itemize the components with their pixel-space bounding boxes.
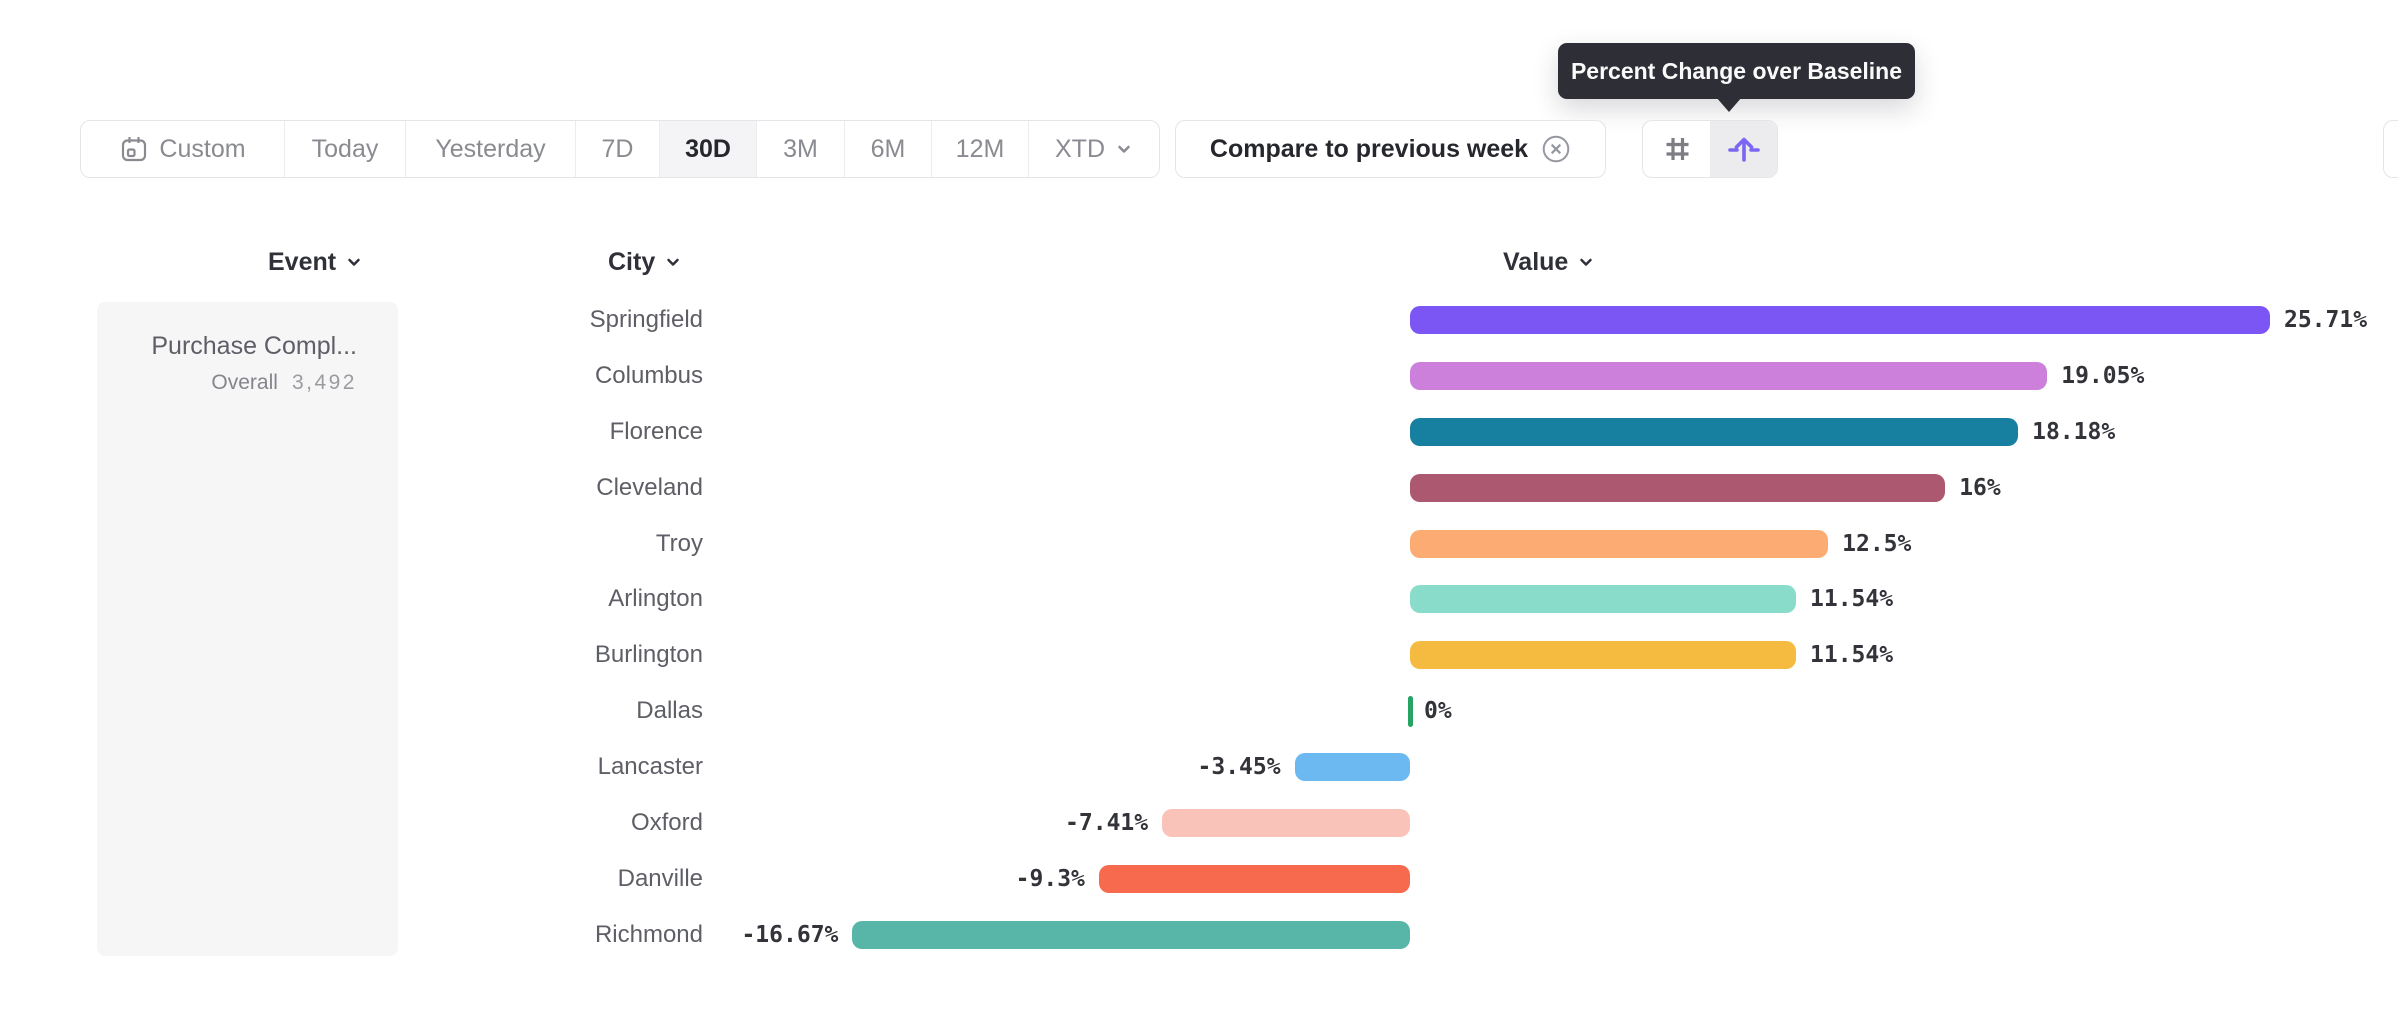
date-range-label: Custom [159,134,246,163]
value-label: 11.54% [1810,642,1894,669]
value-label: 0% [1424,698,1452,725]
column-header-label: Event [268,247,337,276]
city-label: Springfield [589,305,703,333]
grid-view-button[interactable] [1643,121,1710,177]
value-label: -16.67% [741,921,839,948]
compare-to-previous-week-chip[interactable]: Compare to previous week [1175,120,1606,178]
date-range-label: XTD [1055,134,1105,163]
date-range-label: Yesterday [435,134,546,163]
cutoff-button[interactable] [2383,120,2398,178]
city-label: Lancaster [597,753,703,781]
value-label: 12.5% [1842,530,1912,557]
value-label: -9.3% [1015,865,1085,892]
overall-label: Overall [211,371,278,394]
value-bar[interactable] [1098,864,1410,893]
chevron-down-icon [1115,140,1133,158]
city-label: Florence [609,417,703,445]
city-label: Columbus [594,361,703,389]
city-label: Danville [617,864,703,892]
column-header-label: City [608,247,656,276]
date-range-label: 6M [870,134,906,163]
value-label: 11.54% [1810,586,1894,613]
value-label: -3.45% [1197,754,1281,781]
chart-row: Burlington 11.54% [0,627,2398,683]
chart-row: Arlington 11.54% [0,572,2398,628]
column-header-value[interactable]: Value [1503,246,1595,278]
value-bar[interactable] [1410,585,1796,614]
date-range-label: 12M [955,134,1005,163]
value-bar[interactable] [1162,809,1410,838]
chart-row: Oxford -7.41% [0,795,2398,851]
date-range-label: 3M [783,134,818,163]
event-card-content: Purchase Compl... Overall 3,492 [151,332,357,395]
city-label: Dallas [636,697,703,725]
value-bar[interactable] [852,920,1410,949]
date-range-yesterday[interactable]: Yesterday [406,121,576,177]
chart-row: Dallas 0% [0,683,2398,739]
value-bar[interactable] [1410,473,1946,502]
tooltip-arrow [1716,97,1742,112]
chart-row: Florence 18.18% [0,404,2398,460]
value-bar[interactable] [1410,305,2270,334]
chart-row: Columbus 19.05% [0,348,2398,404]
overall-value: 3,492 [291,371,357,394]
chart-row: Danville -9.3% [0,851,2398,907]
date-range-toolbar: Custom Today Yesterday 7D 30D 3M 6M 12M … [80,120,1160,178]
calendar-icon [119,134,149,164]
date-range-7d[interactable]: 7D [576,121,660,177]
value-bar[interactable] [1410,361,2048,390]
value-bar[interactable] [1410,529,1829,558]
date-range-today[interactable]: Today [285,121,406,177]
compare-chip-label: Compare to previous week [1209,134,1529,163]
chart-row: Springfield 25.71% [0,292,2398,348]
column-header-city[interactable]: City [608,246,682,278]
city-label: Burlington [594,641,703,669]
chart-row: Lancaster -3.45% [0,739,2398,795]
chart-row: Cleveland 16% [0,460,2398,516]
city-label: Richmond [594,920,703,948]
value-bar[interactable] [1408,695,1413,727]
value-bar[interactable] [1410,417,2019,446]
grid-hash-icon [1661,133,1693,165]
value-label: 25.71% [2283,306,2368,333]
column-header-event[interactable]: Event [268,246,363,278]
chevron-down-icon [1577,253,1595,271]
value-label: 18.18% [2032,418,2116,445]
value-label: 19.05% [2061,362,2145,389]
value-label: 16% [1959,474,2001,501]
date-range-6m[interactable]: 6M [845,121,932,177]
date-range-label: 30D [685,134,731,163]
tooltip-text: Percent Change over Baseline [1570,57,1903,84]
date-range-3m[interactable]: 3M [757,121,845,177]
chart-view-toggle [1642,120,1778,178]
city-label: Cleveland [596,473,703,501]
date-range-30d-selected[interactable]: 30D [660,121,757,177]
city-label: Arlington [608,585,703,613]
chart-row: Troy 12.5% [0,516,2398,572]
city-label: Oxford [630,809,703,837]
date-range-label: 7D [601,134,634,163]
event-card[interactable]: Purchase Compl... Overall 3,492 [97,302,398,956]
value-label: -7.41% [1065,810,1149,837]
close-circle-icon[interactable] [1541,134,1571,164]
date-range-label: Today [311,134,379,163]
city-label: Troy [655,529,703,557]
value-bar[interactable] [1294,753,1410,782]
event-overall-row: Overall 3,492 [151,371,357,395]
chevron-down-icon [345,253,363,271]
date-range-custom[interactable]: Custom [81,121,285,177]
bar-chart: Springfield 25.71% Columbus 19.05% Florence 1… [0,292,2398,964]
chevron-down-icon [664,253,682,271]
tooltip-percent-change-over-baseline: Percent Change over Baseline [1558,43,1915,99]
column-header-label: Value [1503,247,1569,276]
date-range-xtd[interactable]: XTD [1029,121,1159,177]
chart-row: Richmond -16.67% [0,907,2398,963]
event-name: Purchase Compl... [151,332,357,360]
baseline-arrow-icon [1727,132,1761,166]
date-range-12m[interactable]: 12M [932,121,1029,177]
value-bar[interactable] [1410,641,1796,670]
percent-change-baseline-view-button[interactable] [1710,121,1777,177]
